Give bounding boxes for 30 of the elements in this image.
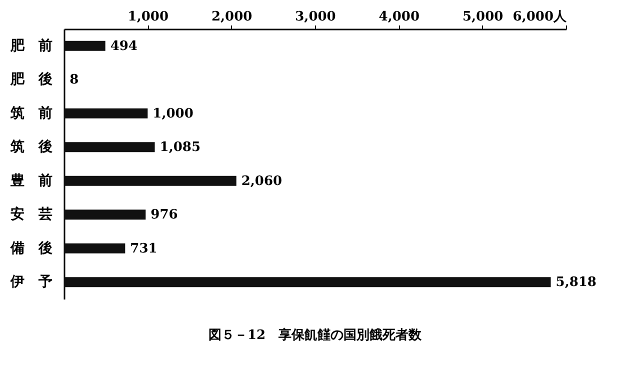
y-tick-label: 筑 前 <box>10 105 52 122</box>
data-label: 2,060 <box>241 174 282 189</box>
y-tick-label: 筑 後 <box>10 139 52 156</box>
bar <box>64 277 551 288</box>
bar <box>64 176 236 186</box>
data-label: 731 <box>130 241 158 256</box>
data-label: 494 <box>110 38 138 54</box>
data-label: 976 <box>150 208 178 223</box>
x-tick-label: 2,000 <box>211 10 252 24</box>
x-tick-label: 6,000人 <box>512 10 568 24</box>
bar <box>64 243 126 254</box>
y-tick-label: 伊 予 <box>10 274 52 290</box>
x-tick-label: 1,000 <box>128 10 169 24</box>
bar <box>64 210 146 220</box>
data-label: 1,085 <box>160 140 200 156</box>
y-tick-label: 安 芸 <box>10 206 52 223</box>
y-tick-label: 肥 後 <box>10 72 52 88</box>
x-tick-label: 4,000 <box>378 10 420 24</box>
y-tick-label: 備 後 <box>10 240 52 256</box>
x-tick-label: 5,000 <box>462 10 504 24</box>
bar <box>64 142 155 152</box>
x-tick-label: 3,000 <box>295 10 336 24</box>
bar <box>64 108 148 118</box>
y-tick-label: 豊 前 <box>10 172 52 189</box>
text: 図５－12 享保飢饉の国別餓死者数 <box>208 327 423 343</box>
y-tick-label: 肥 前 <box>10 38 52 54</box>
data-label: 1,000 <box>152 106 194 122</box>
bar <box>64 40 106 51</box>
data-label: 5,818 <box>556 275 596 290</box>
data-label: 8 <box>70 72 79 88</box>
